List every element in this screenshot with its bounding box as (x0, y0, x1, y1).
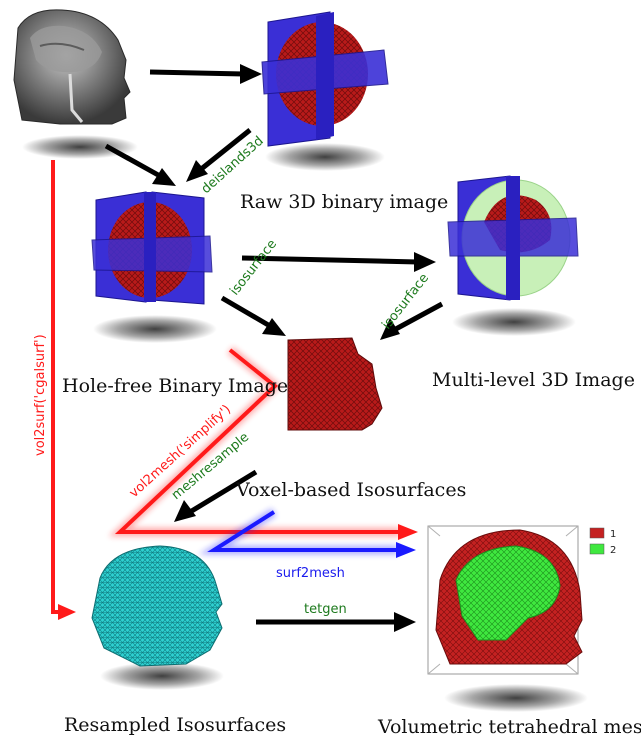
arrow-mri-to-holefree (104, 143, 162, 179)
raw-shadow (265, 143, 385, 171)
label-isosurface-left: isosurface (227, 237, 280, 299)
holefree-binary-planes-icon (91, 191, 213, 305)
caption-voxel-based-isosurfaces: Voxel-based Isosurfaces (235, 479, 466, 501)
black-arrows (104, 64, 444, 632)
voxel-isosurface-icon (287, 337, 383, 431)
caption-volumetric-tetrahedral-mesh: Volumetric tetrahedral mesh (377, 716, 641, 738)
legend-swatch-1 (589, 527, 605, 539)
label-vol2surf-cgalsurf: vol2surf('cgalsurf') (33, 334, 48, 456)
arrow-holefree-to-voxel (220, 295, 272, 329)
legend-label-1: 1 (610, 529, 616, 540)
volumetric-shadow (444, 684, 588, 712)
legend: 1 2 (589, 527, 616, 556)
mri-shadow (22, 135, 138, 159)
multilevel-planes-icon (447, 175, 579, 301)
arrow-holefree-to-multilevel (241, 255, 419, 265)
caption-hole-free-binary-image: Hole-free Binary Image (62, 375, 288, 397)
multilevel-shadow (452, 308, 576, 336)
holefree-shadow (93, 315, 217, 343)
arrow-surf2mesh (207, 510, 398, 552)
legend-label-2: 2 (610, 545, 616, 556)
caption-raw-3d-binary-image: Raw 3D binary image (240, 191, 448, 213)
mri-head-slice-icon (13, 9, 131, 125)
resampled-shadow (100, 662, 224, 690)
legend-swatch-2 (589, 543, 605, 555)
raw-binary-planes-icon (261, 11, 389, 147)
caption-resampled-isosurfaces: Resampled Isosurfaces (64, 714, 286, 736)
arrow-voxel-to-resampled (188, 469, 258, 515)
resampled-head-mesh-icon (91, 545, 223, 667)
blue-arrows (198, 508, 416, 558)
arrow-raw-to-holefree (198, 128, 252, 172)
arrow-multilevel-to-voxel (392, 301, 444, 333)
tetrahedral-mesh-icon (427, 525, 583, 675)
arrow-vol2surf-cgalsurf (51, 160, 60, 614)
caption-multi-level-3d-image: Multi-level 3D Image (432, 369, 635, 391)
label-tetgen: tetgen (304, 602, 347, 617)
arrow-vol2mesh-simplify (114, 348, 400, 534)
red-arrows (51, 160, 418, 620)
arrow-mri-to-raw (149, 69, 245, 77)
label-surf2mesh: surf2mesh (276, 566, 345, 581)
